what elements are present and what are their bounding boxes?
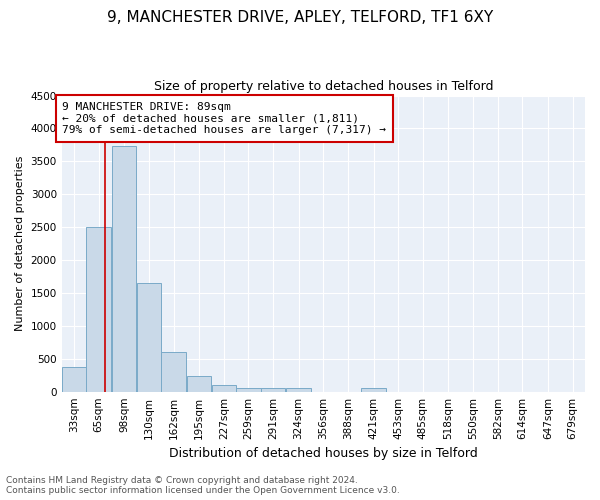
Bar (161, 352, 186, 392)
Bar (62, 367, 86, 392)
Bar (212, 385, 236, 392)
Bar (361, 388, 386, 392)
Bar (86, 226, 111, 392)
Text: 9, MANCHESTER DRIVE, APLEY, TELFORD, TF1 6XY: 9, MANCHESTER DRIVE, APLEY, TELFORD, TF1… (107, 10, 493, 25)
Title: Size of property relative to detached houses in Telford: Size of property relative to detached ho… (154, 80, 493, 93)
Bar (137, 283, 161, 392)
Text: Contains HM Land Registry data © Crown copyright and database right 2024.
Contai: Contains HM Land Registry data © Crown c… (6, 476, 400, 495)
X-axis label: Distribution of detached houses by size in Telford: Distribution of detached houses by size … (169, 447, 478, 460)
Bar (112, 146, 136, 392)
Y-axis label: Number of detached properties: Number of detached properties (15, 156, 25, 332)
Bar (261, 388, 286, 392)
Text: 9 MANCHESTER DRIVE: 89sqm
← 20% of detached houses are smaller (1,811)
79% of se: 9 MANCHESTER DRIVE: 89sqm ← 20% of detac… (62, 102, 386, 136)
Bar (286, 388, 311, 392)
Bar (187, 376, 211, 392)
Bar (236, 388, 260, 392)
